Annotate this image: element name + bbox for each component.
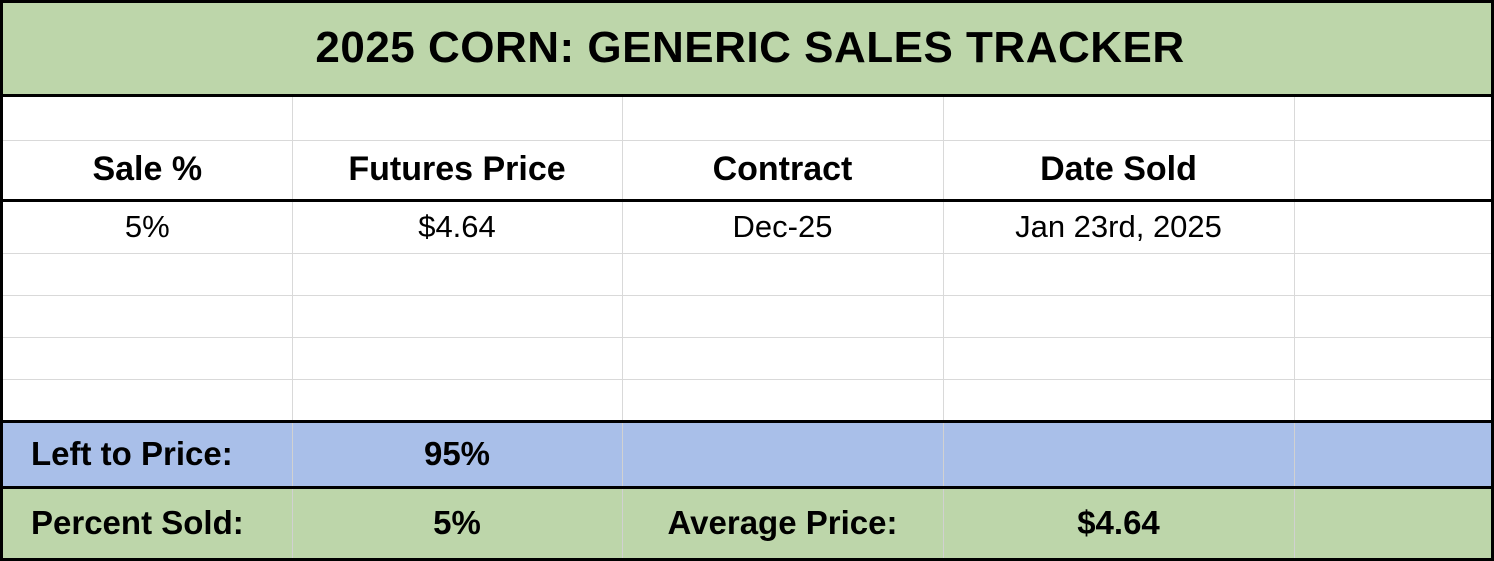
cell[interactable] xyxy=(3,253,293,296)
title-row: 2025 CORN: GENERIC SALES TRACKER xyxy=(3,3,1491,97)
cell[interactable] xyxy=(292,337,623,380)
percent-sold-value[interactable]: 5% xyxy=(292,485,623,558)
cell[interactable] xyxy=(292,295,623,338)
percent-sold-row: Percent Sold: 5% Average Price: $4.64 xyxy=(3,485,1491,558)
table-row xyxy=(3,337,1491,380)
table-row xyxy=(3,379,1491,422)
left-to-price-value[interactable]: 95% xyxy=(292,419,623,487)
cell[interactable] xyxy=(3,337,293,380)
cell[interactable] xyxy=(1294,200,1491,254)
cell[interactable] xyxy=(1294,295,1491,338)
sales-tracker-table: 2025 CORN: GENERIC SALES TRACKER Sale % … xyxy=(3,3,1491,558)
cell[interactable] xyxy=(1294,337,1491,380)
average-price-value[interactable]: $4.64 xyxy=(943,485,1295,558)
cell[interactable] xyxy=(1294,253,1491,296)
percent-sold-label[interactable]: Percent Sold: xyxy=(3,485,293,558)
column-header-sale-pct[interactable]: Sale % xyxy=(3,140,293,202)
cell[interactable] xyxy=(1294,485,1491,558)
cell[interactable] xyxy=(622,253,944,296)
table-row: 5% $4.64 Dec-25 Jan 23rd, 2025 xyxy=(3,200,1491,254)
column-header-date-sold[interactable]: Date Sold xyxy=(943,140,1295,202)
cell[interactable] xyxy=(943,95,1295,141)
column-header-empty[interactable] xyxy=(1294,140,1491,202)
left-to-price-label[interactable]: Left to Price: xyxy=(3,419,293,487)
cell[interactable] xyxy=(622,295,944,338)
cell[interactable] xyxy=(943,419,1295,487)
cell-sale-pct[interactable]: 5% xyxy=(3,200,293,254)
cell[interactable] xyxy=(622,419,944,487)
cell-futures-price[interactable]: $4.64 xyxy=(292,200,623,254)
cell[interactable] xyxy=(943,295,1295,338)
cell[interactable] xyxy=(3,379,293,422)
cell[interactable] xyxy=(292,379,623,422)
cell[interactable] xyxy=(622,337,944,380)
cell[interactable] xyxy=(622,95,944,141)
cell[interactable] xyxy=(943,379,1295,422)
spacer-row xyxy=(3,95,1491,141)
left-to-price-row: Left to Price: 95% xyxy=(3,419,1491,487)
column-header-futures-price[interactable]: Futures Price xyxy=(292,140,623,202)
cell[interactable] xyxy=(943,337,1295,380)
table-row xyxy=(3,253,1491,296)
cell-date-sold[interactable]: Jan 23rd, 2025 xyxy=(943,200,1295,254)
cell[interactable] xyxy=(3,295,293,338)
cell[interactable] xyxy=(1294,95,1491,141)
cell[interactable] xyxy=(292,95,623,141)
column-header-contract[interactable]: Contract xyxy=(622,140,944,202)
cell[interactable] xyxy=(1294,379,1491,422)
cell[interactable] xyxy=(292,253,623,296)
cell[interactable] xyxy=(3,95,293,141)
table-row xyxy=(3,295,1491,338)
column-header-row: Sale % Futures Price Contract Date Sold xyxy=(3,140,1491,202)
page-title[interactable]: 2025 CORN: GENERIC SALES TRACKER xyxy=(3,3,1491,97)
cell[interactable] xyxy=(1294,419,1491,487)
cell-contract[interactable]: Dec-25 xyxy=(622,200,944,254)
cell[interactable] xyxy=(943,253,1295,296)
average-price-label[interactable]: Average Price: xyxy=(622,485,944,558)
cell[interactable] xyxy=(622,379,944,422)
